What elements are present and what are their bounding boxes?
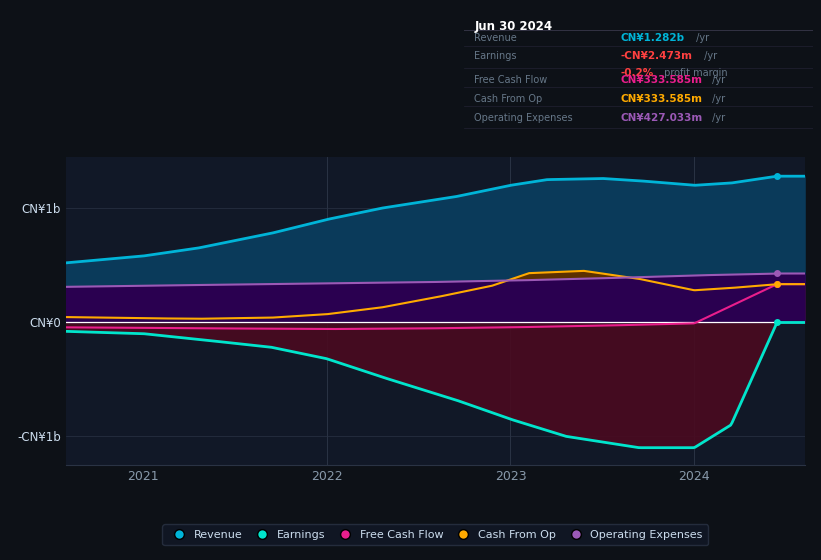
Text: Operating Expenses: Operating Expenses [475, 113, 573, 123]
Legend: Revenue, Earnings, Free Cash Flow, Cash From Op, Operating Expenses: Revenue, Earnings, Free Cash Flow, Cash … [163, 524, 708, 545]
Text: CN¥333.585m: CN¥333.585m [621, 76, 703, 86]
Text: /yr: /yr [693, 32, 709, 43]
Text: CN¥1.282b: CN¥1.282b [621, 32, 685, 43]
Text: Revenue: Revenue [475, 32, 517, 43]
Text: /yr: /yr [709, 94, 725, 104]
Text: /yr: /yr [709, 76, 725, 86]
Text: Free Cash Flow: Free Cash Flow [475, 76, 548, 86]
Text: /yr: /yr [709, 113, 725, 123]
Text: -0.2%: -0.2% [621, 68, 654, 78]
Text: Jun 30 2024: Jun 30 2024 [475, 20, 553, 33]
Text: -CN¥2.473m: -CN¥2.473m [621, 51, 693, 61]
Text: profit margin: profit margin [661, 68, 727, 78]
Text: Earnings: Earnings [475, 51, 517, 61]
Text: Cash From Op: Cash From Op [475, 94, 543, 104]
Text: CN¥427.033m: CN¥427.033m [621, 113, 703, 123]
Text: CN¥333.585m: CN¥333.585m [621, 94, 703, 104]
Text: /yr: /yr [701, 51, 718, 61]
